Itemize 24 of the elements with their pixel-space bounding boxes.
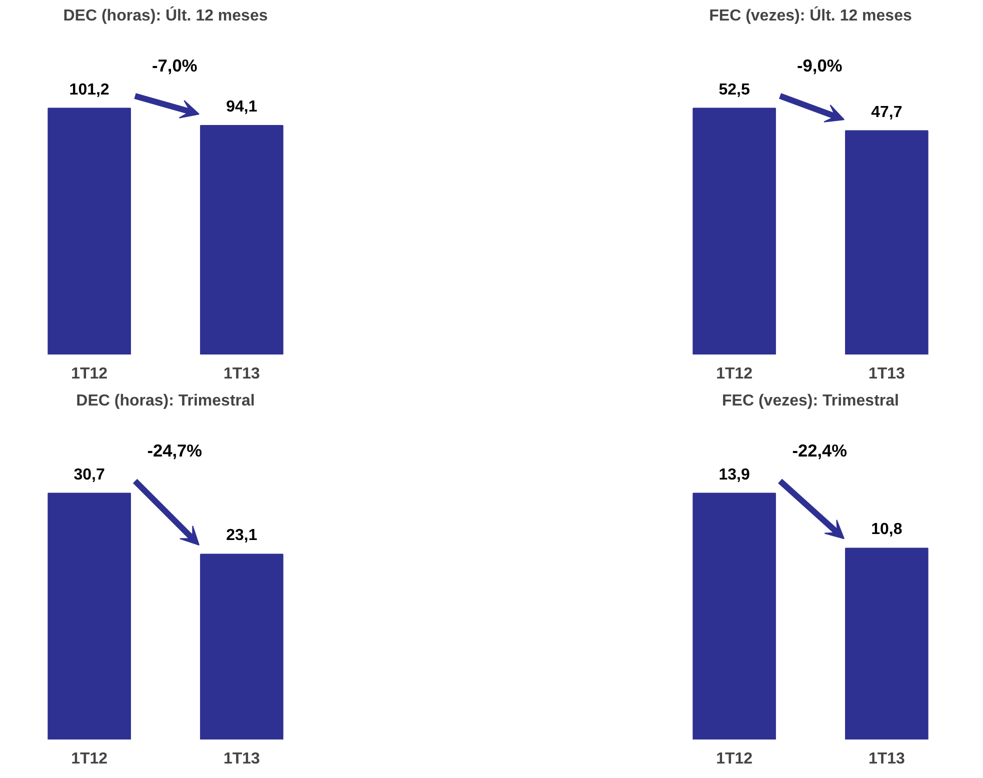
data-label: 23,1	[226, 527, 258, 544]
x-tick-label: 1T12	[716, 750, 753, 768]
x-tick-label: 1T13	[223, 750, 260, 768]
data-label: 94,1	[226, 98, 258, 116]
chart-title: DEC (horas): Trimestral	[76, 392, 255, 410]
data-label: 13,9	[718, 466, 750, 484]
x-tick-label: 1T13	[868, 750, 906, 768]
text: -9,0%	[797, 55, 842, 76]
data-label: 47,7	[871, 104, 902, 121]
x-tick-label: 1T13	[223, 366, 260, 382]
chart-title: DEC (horas): Últ. 12 meses	[63, 6, 268, 24]
data-label: 10,8	[871, 521, 902, 538]
x-tick-label: 1T12	[71, 750, 108, 768]
text: -22,4%	[792, 440, 848, 460]
x-tick-label: 1T12	[716, 366, 753, 382]
text: -7,0%	[152, 55, 198, 76]
data-label: 101,2	[69, 81, 110, 98]
chart-title: FEC (vezes): Trimestral	[722, 392, 899, 410]
data-label: 30,7	[74, 466, 105, 484]
x-tick-label: 1T13	[868, 366, 906, 382]
x-tick-label: 1T12	[71, 366, 108, 382]
chart-title: FEC (vezes): Últ. 12 meses	[709, 6, 912, 24]
data-label: 52,5	[718, 81, 750, 98]
text: -24,7%	[147, 440, 202, 460]
